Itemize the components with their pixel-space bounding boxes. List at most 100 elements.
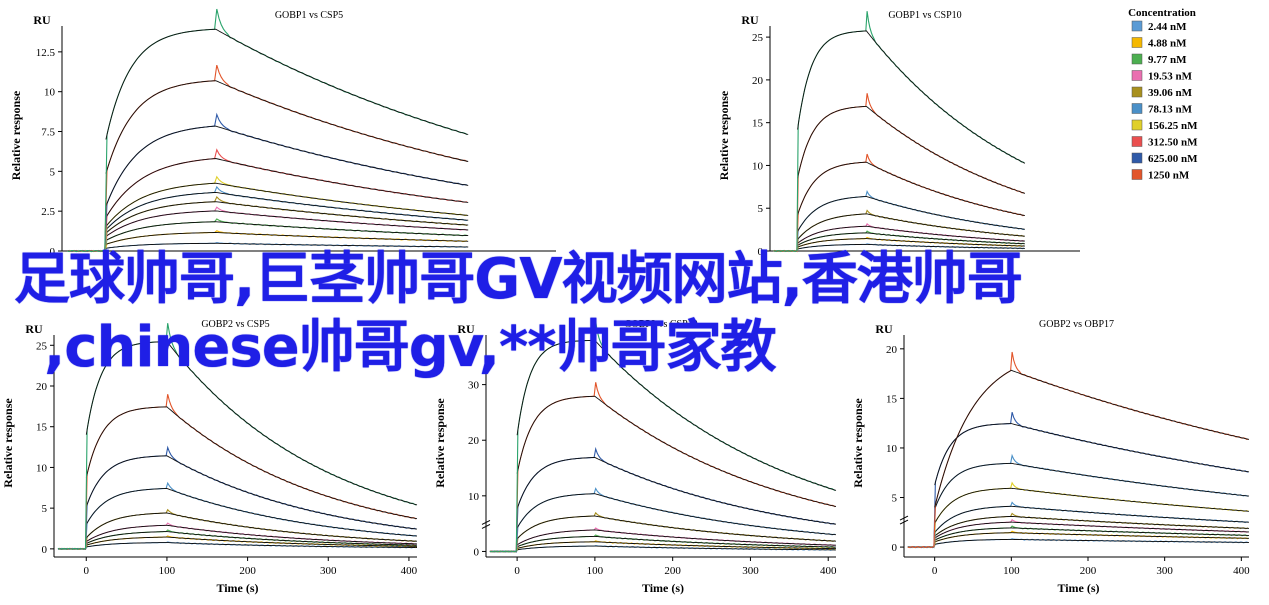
x-tick-label: 100 bbox=[159, 565, 176, 577]
series-line-7 bbox=[773, 153, 1025, 253]
axis-break-mark bbox=[899, 515, 909, 525]
fit-line-9 bbox=[797, 30, 1026, 164]
x-tick-label: 0 bbox=[514, 565, 520, 577]
fit-line-7 bbox=[797, 161, 1025, 217]
y-tick-label: 15 bbox=[36, 422, 48, 434]
fit-line-9 bbox=[516, 339, 837, 491]
chart-title: GOBP1 vs CSP5 bbox=[275, 10, 343, 21]
legend-swatch bbox=[1131, 70, 1143, 81]
fit-line-8 bbox=[797, 105, 1026, 194]
series-line-10 bbox=[67, 64, 468, 253]
fit-line-2 bbox=[516, 541, 836, 550]
y-tick-label: 2.5 bbox=[41, 206, 55, 218]
fit-line-3 bbox=[105, 221, 469, 241]
fit-line-8 bbox=[85, 406, 418, 520]
y-tick-label: 30 bbox=[468, 380, 480, 392]
legend-swatch bbox=[1131, 37, 1143, 48]
unit-label: RU bbox=[875, 322, 893, 336]
fit-line-5 bbox=[934, 515, 1250, 537]
unit-label: RU bbox=[25, 322, 43, 336]
y-tick-label: 0 bbox=[892, 542, 898, 554]
x-tick-label: 300 bbox=[742, 565, 759, 577]
y-axis-label: Relative response bbox=[851, 398, 865, 488]
fit-line-1 bbox=[934, 538, 1249, 545]
fit-line-7 bbox=[934, 487, 1250, 524]
series-line-6 bbox=[489, 487, 836, 553]
series-line-6 bbox=[57, 481, 417, 551]
legend-label: 39.06 nM bbox=[1148, 87, 1193, 99]
legend-swatch bbox=[1131, 152, 1143, 164]
panel-gobp2-vs-csp10: GOBP2 vs CSP10 RU 0 10 20 30 Relative response… bbox=[433, 319, 837, 595]
x-tick-label: 200 bbox=[664, 565, 681, 577]
fit-line-1 bbox=[797, 243, 1025, 250]
fit-line-11 bbox=[105, 28, 469, 140]
x-tick-label: 0 bbox=[932, 565, 938, 577]
legend-label: 9.77 nM bbox=[1148, 54, 1187, 66]
series-line-2 bbox=[489, 540, 836, 553]
unit-label: RU bbox=[33, 13, 51, 27]
y-tick-label: 20 bbox=[36, 381, 48, 393]
y-axis-label: Relative response bbox=[9, 90, 23, 180]
chart-title: GOBP2 vs CSP10 bbox=[624, 319, 697, 330]
chart-title: GOBP2 vs OBP17 bbox=[1039, 319, 1114, 330]
fit-line-5 bbox=[105, 201, 469, 234]
overlay-text-line-2: ,chinese帅哥gv,**帅哥家教 bbox=[44, 315, 777, 380]
y-axis-label: Relative response bbox=[717, 90, 731, 180]
fit-line-4 bbox=[516, 529, 836, 546]
fit-line-9 bbox=[85, 341, 418, 506]
y-tick-label: 5 bbox=[892, 493, 898, 505]
chart-title: GOBP2 vs CSP5 bbox=[201, 319, 269, 330]
fit-line-3 bbox=[934, 527, 1249, 541]
x-tick-label: 200 bbox=[1080, 565, 1097, 577]
axis-break-mark bbox=[481, 519, 491, 529]
series-line-10 bbox=[907, 351, 1249, 549]
y-tick-label: 0 bbox=[474, 546, 480, 558]
legend-label: 312.50 nM bbox=[1148, 137, 1198, 149]
fit-line-2 bbox=[105, 232, 469, 245]
panel-gobp1-vs-csp5: GOBP1 vs CSP5 RU 0 2.5 5 7.5 10 12.5 Relative re… bbox=[9, 8, 556, 258]
x-axis-label: Time (s) bbox=[216, 581, 258, 595]
x-tick-label: 100 bbox=[1003, 565, 1020, 577]
chart-title: GOBP1 vs CSP10 bbox=[888, 10, 961, 21]
panel-gobp1-vs-csp10: GOBP1 vs CSP10 RU 0 5 10 15 20 25 Relative respo… bbox=[717, 10, 1080, 258]
fit-line-10 bbox=[934, 369, 1250, 508]
y-tick-label: 0 bbox=[758, 246, 764, 258]
fit-line-6 bbox=[797, 196, 1025, 232]
fit-line-6 bbox=[516, 493, 837, 536]
fit-line-7 bbox=[516, 457, 837, 525]
x-axis-label: Time (s) bbox=[1057, 581, 1099, 595]
fit-line-4 bbox=[86, 524, 418, 545]
overlay-text-line-1: 足球帅哥,巨茎帅哥GV视频网站,香港帅哥 bbox=[14, 247, 1023, 312]
legend-label: 156.25 nM bbox=[1148, 120, 1198, 132]
fit-line-8 bbox=[934, 462, 1250, 510]
fit-line-8 bbox=[105, 158, 469, 218]
fit-line-5 bbox=[516, 515, 837, 542]
fit-line-9 bbox=[934, 423, 1250, 486]
y-tick-label: 12.5 bbox=[36, 47, 56, 59]
y-tick-label: 15 bbox=[886, 393, 898, 405]
fit-line-4 bbox=[934, 521, 1249, 539]
series-line-7 bbox=[67, 175, 468, 253]
fit-line-6 bbox=[105, 191, 469, 231]
legend-swatch bbox=[1131, 103, 1143, 114]
y-tick-label: 20 bbox=[752, 75, 764, 87]
x-axis-label: Time (s) bbox=[642, 581, 684, 595]
legend-swatch bbox=[1131, 136, 1143, 147]
y-axis-label: Relative response bbox=[433, 398, 447, 488]
y-tick-label: 10 bbox=[36, 462, 48, 474]
y-tick-label: 5 bbox=[758, 203, 764, 215]
legend-label: 1250 nM bbox=[1148, 170, 1190, 182]
legend-swatch bbox=[1131, 86, 1143, 98]
legend-label: 2.44 nM bbox=[1148, 21, 1187, 33]
panel-gobp2-vs-csp5: GOBP2 vs CSP5 RU 0 5 10 15 20 25 Relative respon… bbox=[1, 319, 418, 595]
series-line-7 bbox=[907, 481, 1249, 549]
concentration-legend: Concentration 2.44 nM 4.88 nM 9.77 nM 19.53 … bbox=[1128, 7, 1198, 182]
fit-line-4 bbox=[105, 210, 469, 237]
panel-gobp2-vs-obp17: GOBP2 vs OBP17 RU 0 5 10 15 20 Relative respons… bbox=[851, 319, 1250, 595]
y-axis-label: Relative response bbox=[1, 398, 15, 488]
legend-label: 4.88 nM bbox=[1148, 38, 1187, 50]
legend-swatch bbox=[1131, 119, 1143, 131]
fit-line-3 bbox=[86, 531, 417, 546]
fit-line-6 bbox=[934, 505, 1249, 533]
legend-swatch bbox=[1131, 20, 1143, 32]
